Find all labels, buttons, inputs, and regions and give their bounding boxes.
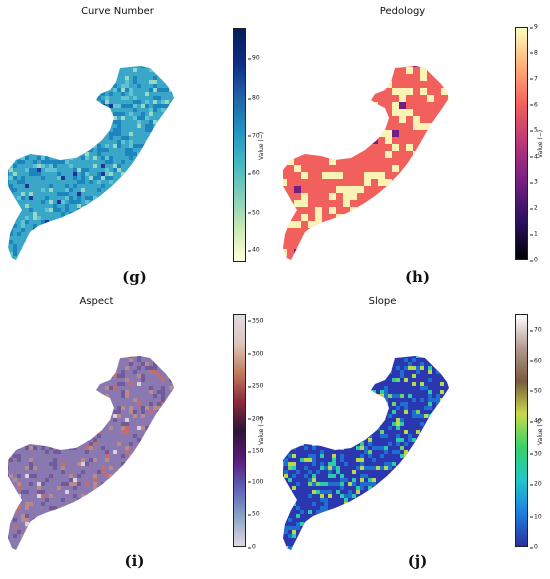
map-texture — [8, 66, 174, 260]
panel-title: Aspect — [79, 296, 114, 307]
colorbar-tick-label: 60 — [530, 357, 542, 365]
colorbar-tick-label: 60 — [248, 169, 260, 177]
colorbar — [515, 27, 528, 260]
colorbar-ticks: 90 80 70 60 50 40 — [248, 28, 272, 262]
colorbar-tick-label: 3 — [530, 178, 538, 186]
panel-slope: Slope 70 60 50 40 30 20 10 0 Value (°) (j) — [275, 290, 550, 579]
colorbar-label: Value (−) — [258, 416, 265, 445]
colorbar-tick-label: 80 — [248, 94, 260, 102]
colorbar-label: Value (−) — [258, 131, 265, 160]
panel-curve-number: Curve Number 90 80 70 60 50 40 Value (−) (g) — [0, 0, 275, 289]
colorbar-tick-label: 50 — [248, 209, 260, 217]
colorbar-tick-label: 6 — [530, 101, 538, 109]
colorbar-tick-label: 10 — [530, 513, 542, 521]
colorbar-tick-label: 50 — [530, 387, 542, 395]
panel-pedology: Pedology 9 8 7 6 5 4 3 2 1 0 Value (−) (h) — [275, 0, 550, 289]
colorbar-tick-label: 7 — [530, 75, 538, 83]
pedology-map — [283, 66, 449, 260]
colorbar-tick-label: 2 — [530, 204, 538, 212]
colorbar-tick-label: 0 — [530, 256, 538, 264]
colorbar-tick-label: 70 — [530, 326, 542, 334]
colorbar-tick-label: 20 — [530, 480, 542, 488]
colorbar-tick-label: 9 — [530, 23, 538, 31]
colorbar — [515, 314, 528, 547]
colorbar-tick-label: 300 — [247, 350, 264, 358]
map-texture — [283, 356, 449, 550]
colorbar-tick-label: 4 — [530, 153, 538, 161]
aspect-map — [8, 356, 174, 550]
colorbar-label: Value (−) — [537, 129, 544, 158]
panel-title: Slope — [368, 296, 397, 307]
colorbar-tick-label: 0 — [530, 543, 538, 551]
colorbar-tick-label: 0 — [248, 543, 256, 551]
colorbar-tick-label: 50 — [248, 510, 260, 518]
colorbar-tick-label: 250 — [247, 382, 264, 390]
colorbar-tick-label: 40 — [248, 246, 260, 254]
panel-aspect: Aspect 350 300 250 200 150 100 50 0 Value (−) (… — [0, 290, 275, 579]
map-texture — [8, 356, 174, 550]
panel-title: Pedology — [379, 6, 426, 17]
colorbar-tick-label: 100 — [247, 478, 264, 486]
colorbar-ticks: 350 300 250 200 150 100 50 0 — [247, 314, 274, 551]
colorbar-ticks: 70 60 50 40 30 20 10 0 — [530, 314, 550, 551]
panel-tag: (i) — [124, 552, 145, 570]
panel-tag: (j) — [407, 552, 428, 570]
slope-map — [283, 356, 449, 550]
panel-tag: (h) — [404, 268, 431, 286]
colorbar-tick-label: 200 — [247, 415, 264, 423]
colorbar — [233, 314, 246, 547]
curve-number-map — [8, 66, 174, 260]
colorbar — [233, 28, 246, 262]
colorbar-tick-label: 30 — [530, 450, 542, 458]
colorbar-tick-label: 40 — [530, 417, 542, 425]
colorbar-tick-label: 70 — [248, 132, 260, 140]
colorbar-tick-label: 1 — [530, 230, 538, 238]
colorbar-tick-label: 8 — [530, 49, 538, 57]
colorbar-tick-label: 5 — [530, 126, 538, 134]
colorbar-label: Value (°) — [537, 418, 544, 445]
panel-tag: (g) — [122, 268, 147, 286]
colorbar-tick-label: 150 — [247, 447, 264, 455]
colorbar-ticks: 9 8 7 6 5 4 3 2 1 0 — [530, 23, 550, 264]
panel-title: Curve Number — [81, 6, 154, 17]
colorbar-tick-label: 350 — [247, 317, 264, 325]
colorbar-tick-label: 90 — [248, 54, 260, 62]
map-texture — [283, 66, 449, 260]
